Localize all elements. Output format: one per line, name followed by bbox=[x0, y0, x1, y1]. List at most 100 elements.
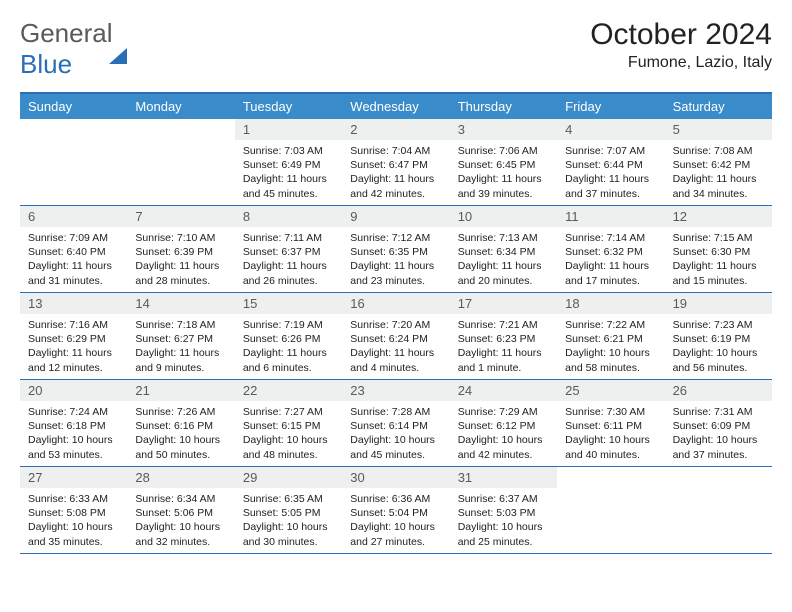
month-title: October 2024 bbox=[590, 18, 772, 52]
day-number: 21 bbox=[127, 380, 234, 401]
day-info: Sunrise: 7:13 AMSunset: 6:34 PMDaylight:… bbox=[450, 227, 557, 292]
day-number: 11 bbox=[557, 206, 664, 227]
calendar-cell: 14Sunrise: 7:18 AMSunset: 6:27 PMDayligh… bbox=[127, 293, 234, 379]
daylight-text: Daylight: 11 hours and 31 minutes. bbox=[28, 259, 121, 287]
sunset-text: Sunset: 6:44 PM bbox=[565, 158, 658, 172]
calendar-week: 27Sunrise: 6:33 AMSunset: 5:08 PMDayligh… bbox=[20, 467, 772, 554]
calendar-cell: 19Sunrise: 7:23 AMSunset: 6:19 PMDayligh… bbox=[665, 293, 772, 379]
day-number: 28 bbox=[127, 467, 234, 488]
sunset-text: Sunset: 5:06 PM bbox=[135, 506, 228, 520]
sunrise-text: Sunrise: 7:20 AM bbox=[350, 318, 443, 332]
day-number: 23 bbox=[342, 380, 449, 401]
sunrise-text: Sunrise: 6:35 AM bbox=[243, 492, 336, 506]
day-info: Sunrise: 7:30 AMSunset: 6:11 PMDaylight:… bbox=[557, 401, 664, 466]
sunset-text: Sunset: 6:47 PM bbox=[350, 158, 443, 172]
sunset-text: Sunset: 6:39 PM bbox=[135, 245, 228, 259]
daylight-text: Daylight: 10 hours and 45 minutes. bbox=[350, 433, 443, 461]
sunrise-text: Sunrise: 7:22 AM bbox=[565, 318, 658, 332]
daylight-text: Daylight: 10 hours and 30 minutes. bbox=[243, 520, 336, 548]
day-info: Sunrise: 7:23 AMSunset: 6:19 PMDaylight:… bbox=[665, 314, 772, 379]
sunrise-text: Sunrise: 7:11 AM bbox=[243, 231, 336, 245]
daylight-text: Daylight: 10 hours and 50 minutes. bbox=[135, 433, 228, 461]
sunset-text: Sunset: 6:49 PM bbox=[243, 158, 336, 172]
sunrise-text: Sunrise: 7:06 AM bbox=[458, 144, 551, 158]
day-number: 4 bbox=[557, 119, 664, 140]
daylight-text: Daylight: 10 hours and 56 minutes. bbox=[673, 346, 766, 374]
day-number: 15 bbox=[235, 293, 342, 314]
calendar-cell: 6Sunrise: 7:09 AMSunset: 6:40 PMDaylight… bbox=[20, 206, 127, 292]
day-info: Sunrise: 7:20 AMSunset: 6:24 PMDaylight:… bbox=[342, 314, 449, 379]
weekday-sun: Sunday bbox=[20, 94, 127, 119]
calendar-cell: 24Sunrise: 7:29 AMSunset: 6:12 PMDayligh… bbox=[450, 380, 557, 466]
location-label: Fumone, Lazio, Italy bbox=[590, 54, 772, 72]
sunset-text: Sunset: 6:29 PM bbox=[28, 332, 121, 346]
day-info: Sunrise: 7:26 AMSunset: 6:16 PMDaylight:… bbox=[127, 401, 234, 466]
daylight-text: Daylight: 11 hours and 6 minutes. bbox=[243, 346, 336, 374]
day-number: 27 bbox=[20, 467, 127, 488]
weekday-thu: Thursday bbox=[450, 94, 557, 119]
sunset-text: Sunset: 6:18 PM bbox=[28, 419, 121, 433]
day-number: 7 bbox=[127, 206, 234, 227]
sunrise-text: Sunrise: 7:23 AM bbox=[673, 318, 766, 332]
sunset-text: Sunset: 5:08 PM bbox=[28, 506, 121, 520]
calendar-cell: 16Sunrise: 7:20 AMSunset: 6:24 PMDayligh… bbox=[342, 293, 449, 379]
day-info: Sunrise: 7:22 AMSunset: 6:21 PMDaylight:… bbox=[557, 314, 664, 379]
day-number: 1 bbox=[235, 119, 342, 140]
daylight-text: Daylight: 10 hours and 53 minutes. bbox=[28, 433, 121, 461]
daylight-text: Daylight: 10 hours and 40 minutes. bbox=[565, 433, 658, 461]
daylight-text: Daylight: 11 hours and 37 minutes. bbox=[565, 172, 658, 200]
sunset-text: Sunset: 5:03 PM bbox=[458, 506, 551, 520]
day-number: 25 bbox=[557, 380, 664, 401]
sunrise-text: Sunrise: 7:03 AM bbox=[243, 144, 336, 158]
day-info: Sunrise: 7:09 AMSunset: 6:40 PMDaylight:… bbox=[20, 227, 127, 292]
weekday-header: Sunday Monday Tuesday Wednesday Thursday… bbox=[20, 94, 772, 119]
calendar-cell: 21Sunrise: 7:26 AMSunset: 6:16 PMDayligh… bbox=[127, 380, 234, 466]
weekday-tue: Tuesday bbox=[235, 94, 342, 119]
sunset-text: Sunset: 6:12 PM bbox=[458, 419, 551, 433]
brand-part1: General bbox=[20, 18, 113, 48]
day-info: Sunrise: 7:14 AMSunset: 6:32 PMDaylight:… bbox=[557, 227, 664, 292]
day-info: Sunrise: 7:27 AMSunset: 6:15 PMDaylight:… bbox=[235, 401, 342, 466]
sunset-text: Sunset: 6:30 PM bbox=[673, 245, 766, 259]
sunrise-text: Sunrise: 7:26 AM bbox=[135, 405, 228, 419]
daylight-text: Daylight: 11 hours and 28 minutes. bbox=[135, 259, 228, 287]
daylight-text: Daylight: 11 hours and 39 minutes. bbox=[458, 172, 551, 200]
sunset-text: Sunset: 6:23 PM bbox=[458, 332, 551, 346]
day-number: 8 bbox=[235, 206, 342, 227]
daylight-text: Daylight: 11 hours and 23 minutes. bbox=[350, 259, 443, 287]
calendar-cell: 1Sunrise: 7:03 AMSunset: 6:49 PMDaylight… bbox=[235, 119, 342, 205]
day-info: Sunrise: 6:34 AMSunset: 5:06 PMDaylight:… bbox=[127, 488, 234, 553]
day-number: 16 bbox=[342, 293, 449, 314]
daylight-text: Daylight: 10 hours and 35 minutes. bbox=[28, 520, 121, 548]
sunrise-text: Sunrise: 7:13 AM bbox=[458, 231, 551, 245]
day-info: Sunrise: 6:33 AMSunset: 5:08 PMDaylight:… bbox=[20, 488, 127, 553]
calendar-cell: 7Sunrise: 7:10 AMSunset: 6:39 PMDaylight… bbox=[127, 206, 234, 292]
day-info: Sunrise: 7:28 AMSunset: 6:14 PMDaylight:… bbox=[342, 401, 449, 466]
calendar: Sunday Monday Tuesday Wednesday Thursday… bbox=[20, 92, 772, 554]
day-info: Sunrise: 7:04 AMSunset: 6:47 PMDaylight:… bbox=[342, 140, 449, 205]
daylight-text: Daylight: 10 hours and 48 minutes. bbox=[243, 433, 336, 461]
sail-icon bbox=[109, 18, 127, 64]
day-number: 3 bbox=[450, 119, 557, 140]
day-number: 2 bbox=[342, 119, 449, 140]
day-number: 17 bbox=[450, 293, 557, 314]
weekday-sat: Saturday bbox=[665, 94, 772, 119]
daylight-text: Daylight: 10 hours and 32 minutes. bbox=[135, 520, 228, 548]
sunset-text: Sunset: 6:42 PM bbox=[673, 158, 766, 172]
sunset-text: Sunset: 6:16 PM bbox=[135, 419, 228, 433]
daylight-text: Daylight: 11 hours and 20 minutes. bbox=[458, 259, 551, 287]
day-info: Sunrise: 7:16 AMSunset: 6:29 PMDaylight:… bbox=[20, 314, 127, 379]
calendar-cell: 17Sunrise: 7:21 AMSunset: 6:23 PMDayligh… bbox=[450, 293, 557, 379]
daylight-text: Daylight: 11 hours and 12 minutes. bbox=[28, 346, 121, 374]
day-number: 9 bbox=[342, 206, 449, 227]
day-info: Sunrise: 7:11 AMSunset: 6:37 PMDaylight:… bbox=[235, 227, 342, 292]
sunrise-text: Sunrise: 7:30 AM bbox=[565, 405, 658, 419]
title-block: October 2024 Fumone, Lazio, Italy bbox=[590, 18, 772, 72]
daylight-text: Daylight: 11 hours and 26 minutes. bbox=[243, 259, 336, 287]
calendar-cell: 12Sunrise: 7:15 AMSunset: 6:30 PMDayligh… bbox=[665, 206, 772, 292]
calendar-cell: 3Sunrise: 7:06 AMSunset: 6:45 PMDaylight… bbox=[450, 119, 557, 205]
day-info: Sunrise: 7:07 AMSunset: 6:44 PMDaylight:… bbox=[557, 140, 664, 205]
day-info: Sunrise: 7:19 AMSunset: 6:26 PMDaylight:… bbox=[235, 314, 342, 379]
sunset-text: Sunset: 6:34 PM bbox=[458, 245, 551, 259]
calendar-week: 6Sunrise: 7:09 AMSunset: 6:40 PMDaylight… bbox=[20, 206, 772, 293]
